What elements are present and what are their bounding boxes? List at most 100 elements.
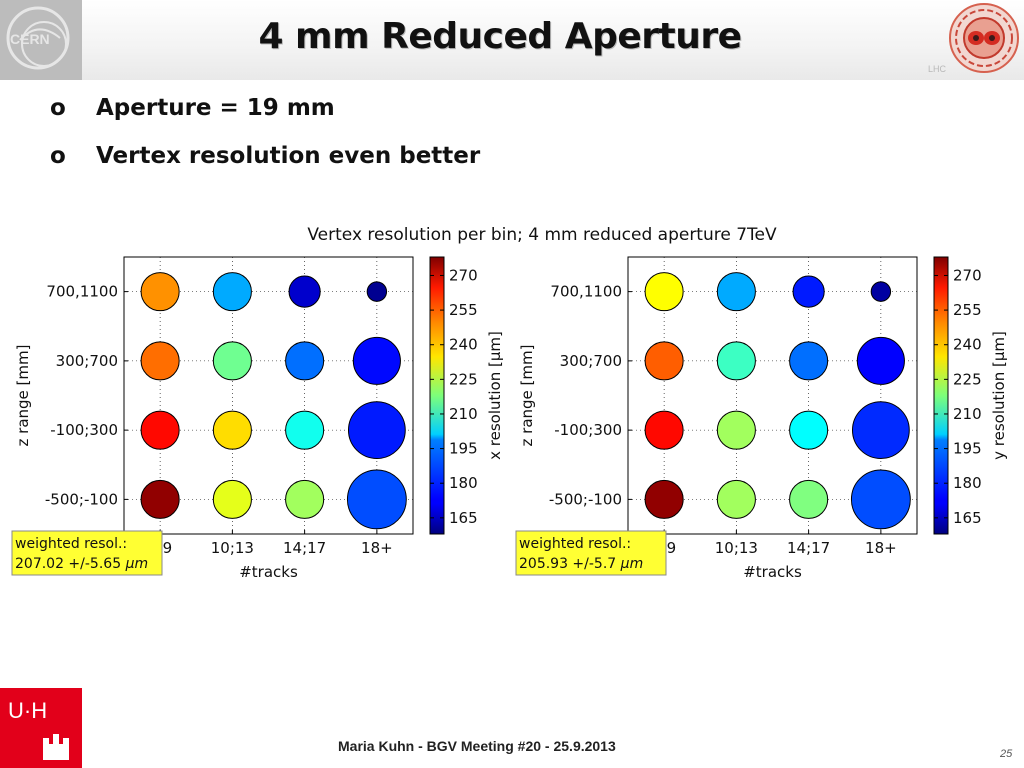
uhh-logo-wordmark: U·H bbox=[8, 698, 47, 723]
y-tick-label: 700,1100 bbox=[46, 283, 118, 301]
data-point bbox=[285, 479, 325, 519]
colorbar-tick-label: 165 bbox=[449, 509, 478, 527]
data-point bbox=[716, 479, 756, 519]
data-point bbox=[212, 272, 252, 312]
data-point bbox=[716, 272, 756, 312]
x-tick-label: 14;17 bbox=[283, 539, 326, 557]
data-point bbox=[140, 410, 180, 450]
y-tick-label: -500;-100 bbox=[45, 490, 118, 508]
lhc-logo-text: LHC bbox=[928, 64, 947, 74]
bullet-text: Aperture = 19 mm bbox=[96, 95, 335, 121]
bullet-item: o Vertex resolution even better bbox=[50, 143, 480, 191]
colorbar-label: y resolution [μm] bbox=[990, 331, 1008, 460]
bullet-text: Vertex resolution even better bbox=[96, 143, 481, 169]
data-point bbox=[789, 341, 829, 381]
colorbar-tick-label: 195 bbox=[449, 440, 478, 458]
data-point bbox=[285, 410, 325, 450]
data-point bbox=[644, 272, 684, 312]
data-point bbox=[212, 479, 252, 519]
data-point bbox=[716, 341, 756, 381]
colorbar-tick-label: 180 bbox=[449, 474, 478, 492]
colorbar-label: x resolution [μm] bbox=[486, 331, 504, 460]
colorbar-tick-label: 210 bbox=[449, 405, 478, 423]
colorbar-tick-label: 270 bbox=[449, 266, 478, 284]
colorbar bbox=[933, 256, 949, 535]
x-tick-label: 14;17 bbox=[787, 539, 830, 557]
weighted-resolution-value: 205.93 +/-5.7 μm bbox=[519, 556, 643, 572]
x-tick-label: 10;13 bbox=[211, 539, 254, 557]
colorbar-tick-label: 225 bbox=[953, 370, 982, 388]
y-tick-label: 300;700 bbox=[56, 352, 118, 370]
cern-logo-wordmark: CERN bbox=[10, 31, 50, 47]
colorbar-tick-label: 225 bbox=[449, 370, 478, 388]
y-axis-label: z range [mm] bbox=[518, 345, 536, 447]
lhc-logo bbox=[928, 0, 1024, 80]
data-point bbox=[285, 341, 325, 381]
x-axis-label: #tracks bbox=[239, 563, 298, 581]
data-point bbox=[140, 479, 180, 519]
data-point bbox=[789, 479, 829, 519]
data-point bbox=[851, 401, 910, 460]
y-tick-label: 700,1100 bbox=[550, 283, 622, 301]
data-point bbox=[870, 281, 892, 302]
data-point bbox=[366, 281, 388, 302]
data-point bbox=[644, 410, 684, 450]
bullet-item: o Aperture = 19 mm bbox=[50, 95, 480, 143]
colorbar-tick-label: 270 bbox=[953, 266, 982, 284]
weighted-resolution-label: weighted resol.: bbox=[15, 536, 127, 552]
data-point bbox=[789, 410, 829, 450]
data-point bbox=[850, 469, 911, 530]
header-band bbox=[0, 0, 1024, 80]
data-point bbox=[288, 275, 321, 308]
y-tick-label: -500;-100 bbox=[549, 490, 622, 508]
bullet-list: o Aperture = 19 mm o Vertex resolution e… bbox=[50, 95, 480, 191]
data-point bbox=[716, 410, 756, 450]
y-axis-label: z range [mm] bbox=[14, 345, 32, 447]
x-tick-label: 18+ bbox=[361, 539, 393, 557]
data-point bbox=[352, 336, 401, 385]
slide-title: 4 mm Reduced Aperture bbox=[258, 16, 742, 57]
x-tick-label: 10;13 bbox=[715, 539, 758, 557]
data-point bbox=[792, 275, 825, 308]
x-tick-label: 18+ bbox=[865, 539, 897, 557]
data-point bbox=[856, 336, 905, 385]
data-point bbox=[347, 401, 406, 460]
data-point bbox=[212, 341, 252, 381]
bullet-marker: o bbox=[50, 95, 66, 121]
figure-canvas: Vertex resolution per bin; 4 mm reduced … bbox=[11, 225, 1008, 581]
bullet-marker: o bbox=[50, 143, 66, 169]
colorbar-tick-label: 195 bbox=[953, 440, 982, 458]
data-point bbox=[644, 479, 684, 519]
cern-logo: CERN bbox=[0, 0, 82, 80]
colorbar-tick-label: 210 bbox=[953, 405, 982, 423]
colorbar-tick-label: 255 bbox=[953, 301, 982, 319]
weighted-resolution-value: 207.02 +/-5.65 μm bbox=[15, 556, 148, 572]
y-tick-label: 300;700 bbox=[560, 352, 622, 370]
data-point bbox=[140, 272, 180, 312]
colorbar bbox=[429, 256, 445, 535]
weighted-resolution-unit: μm bbox=[620, 556, 644, 572]
data-point bbox=[140, 341, 180, 381]
vertex-resolution-figure: Vertex resolution per bin; 4 mm reduced … bbox=[0, 210, 1024, 590]
weighted-resolution-label: weighted resol.: bbox=[519, 536, 631, 552]
uhh-logo: U·H bbox=[0, 688, 82, 768]
colorbar-tick-label: 255 bbox=[449, 301, 478, 319]
weighted-resolution-unit: μm bbox=[125, 556, 149, 572]
colorbar-tick-label: 180 bbox=[953, 474, 982, 492]
page-number: 25 bbox=[1000, 748, 1013, 760]
weighted-resolution-box bbox=[11, 530, 163, 576]
data-point bbox=[212, 410, 252, 450]
data-point bbox=[644, 341, 684, 381]
colorbar-tick-label: 165 bbox=[953, 509, 982, 527]
colorbar-tick-label: 240 bbox=[953, 336, 982, 354]
data-point bbox=[346, 469, 407, 530]
figure-suptitle: Vertex resolution per bin; 4 mm reduced … bbox=[307, 225, 777, 245]
footer-text: Maria Kuhn - BGV Meeting #20 - 25.9.2013 bbox=[338, 738, 616, 754]
scatter-panel-2: 5;910;1314;1718+-500;-100-100;300300;700… bbox=[515, 256, 1008, 581]
y-tick-label: -100;300 bbox=[554, 421, 622, 439]
x-axis-label: #tracks bbox=[743, 563, 802, 581]
scatter-panel-1: 5;910;1314;1718+-500;-100-100;300300;700… bbox=[11, 256, 504, 581]
weighted-resolution-box bbox=[515, 530, 667, 576]
colorbar-tick-label: 240 bbox=[449, 336, 478, 354]
y-tick-label: -100;300 bbox=[50, 421, 118, 439]
